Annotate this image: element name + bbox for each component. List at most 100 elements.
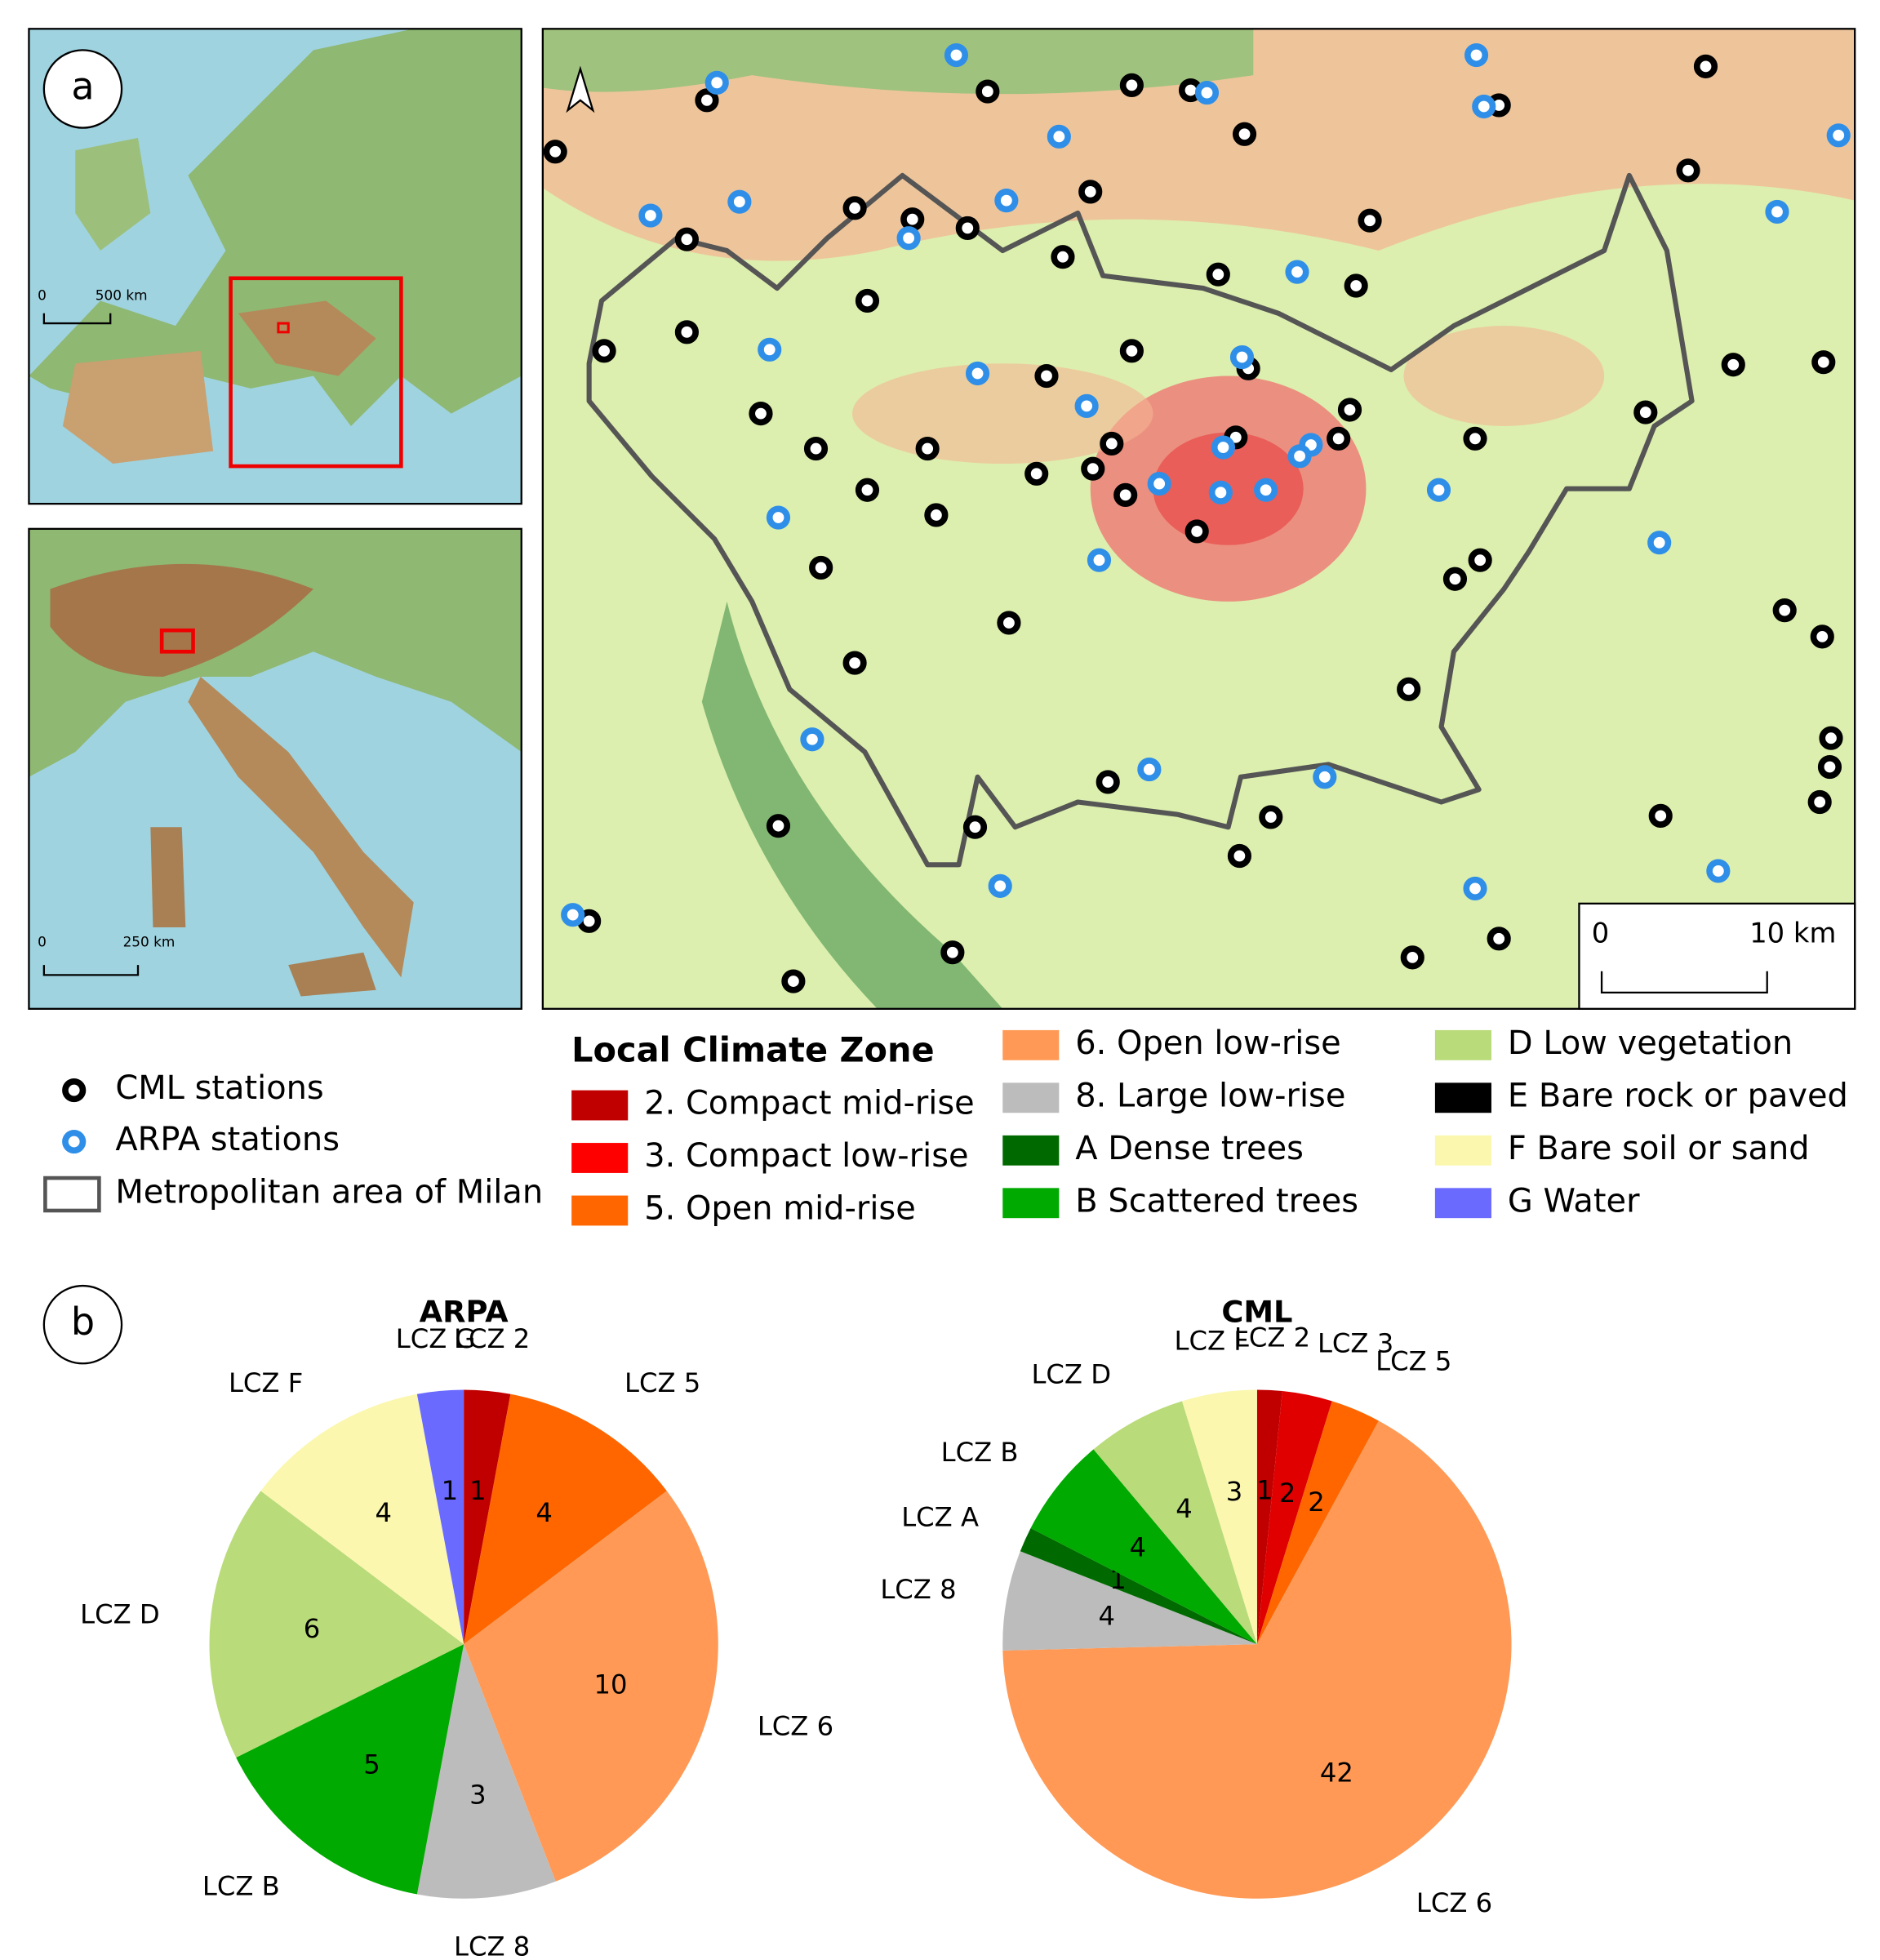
cml-station bbox=[809, 555, 833, 580]
inset-italy bbox=[29, 528, 522, 1009]
arpa-station bbox=[1463, 876, 1487, 901]
cml-station bbox=[900, 207, 925, 232]
slice-label: LCZ 5 bbox=[624, 1367, 700, 1398]
cml-station bbox=[1358, 208, 1382, 233]
arpa-station bbox=[561, 903, 585, 927]
legend-swatch bbox=[1434, 1188, 1491, 1219]
pie-slice bbox=[1020, 1527, 1257, 1645]
cml-station bbox=[781, 969, 806, 993]
cml-station bbox=[1206, 262, 1230, 287]
arpa-station bbox=[1287, 444, 1312, 469]
slice-label: LCZ F bbox=[1175, 1325, 1249, 1356]
legend-label: G Water bbox=[1508, 1182, 1640, 1220]
slice-value: 1 bbox=[469, 1475, 487, 1506]
cml-station bbox=[1693, 54, 1718, 78]
arpa-station bbox=[638, 203, 663, 228]
cml-station bbox=[1232, 122, 1257, 146]
cml-station bbox=[766, 814, 791, 838]
arpa-station bbox=[1826, 123, 1851, 148]
cml-station bbox=[1397, 677, 1421, 701]
arpa-station bbox=[1464, 42, 1489, 68]
arpa-station bbox=[1087, 548, 1112, 572]
cml-station bbox=[915, 437, 940, 461]
legend-swatch bbox=[571, 1090, 629, 1121]
slice-label: LCZ B bbox=[941, 1437, 1019, 1468]
cml-station bbox=[997, 611, 1021, 635]
legend-label: 5. Open mid-rise bbox=[644, 1189, 916, 1227]
cml-station bbox=[1081, 456, 1105, 481]
cml-station bbox=[592, 339, 616, 363]
arpa-station bbox=[988, 873, 1012, 898]
slice-value: 1 bbox=[1256, 1474, 1273, 1505]
slice-value: 4 bbox=[1129, 1532, 1146, 1563]
legend-swatch bbox=[1002, 1029, 1060, 1060]
legend-label: D Low vegetation bbox=[1508, 1024, 1793, 1062]
cml-station bbox=[749, 402, 773, 426]
cml-station bbox=[1051, 245, 1075, 269]
pie-slice bbox=[1002, 1420, 1512, 1899]
cml-station bbox=[543, 140, 567, 164]
pie-slice bbox=[464, 1389, 511, 1645]
legend-label: 3. Compact low-rise bbox=[644, 1137, 968, 1175]
slice-value: 5 bbox=[363, 1749, 380, 1780]
arpa-station bbox=[1229, 344, 1255, 370]
slice-label: LCZ 2 bbox=[1234, 1322, 1310, 1353]
slice-value: 4 bbox=[536, 1497, 553, 1528]
arpa-station bbox=[944, 42, 969, 68]
legend-swatch bbox=[571, 1195, 629, 1226]
legend-title: Local Climate Zone bbox=[571, 1031, 934, 1070]
cml-station bbox=[1810, 624, 1834, 649]
panel-label: a bbox=[71, 64, 94, 108]
pie-slice bbox=[209, 1491, 464, 1758]
slice-value: 10 bbox=[593, 1669, 627, 1700]
legend-marker bbox=[43, 1176, 101, 1213]
arpa-station bbox=[704, 70, 729, 95]
arpa-station bbox=[1147, 471, 1171, 496]
cml-station bbox=[1078, 180, 1103, 204]
slice-label: LCZ 8 bbox=[880, 1574, 956, 1605]
panel-label: b bbox=[71, 1300, 95, 1344]
slice-label: LCZ F bbox=[229, 1367, 303, 1398]
arpa-station bbox=[1211, 435, 1236, 460]
cml-station bbox=[1034, 363, 1059, 389]
scale-label: 0 bbox=[38, 287, 47, 303]
cml-station bbox=[842, 196, 867, 220]
cml-station bbox=[1184, 519, 1209, 544]
scale-label: 10 km bbox=[1749, 918, 1836, 949]
pie-slice bbox=[1256, 1389, 1282, 1645]
cml-station bbox=[1096, 770, 1120, 794]
arpa-station bbox=[1706, 859, 1731, 883]
slice-value: 2 bbox=[1308, 1487, 1325, 1518]
pie-slice bbox=[1256, 1401, 1379, 1645]
scale-label: 250 km bbox=[123, 933, 176, 949]
cml-station bbox=[803, 437, 829, 461]
legend-label: B Scattered trees bbox=[1075, 1182, 1358, 1220]
cml-station bbox=[1344, 273, 1368, 298]
chart-title: CML bbox=[1221, 1294, 1292, 1329]
cml-station bbox=[1113, 482, 1138, 507]
arpa-station bbox=[1208, 480, 1233, 504]
scale-label: 0 bbox=[1592, 918, 1609, 949]
slice-value: 3 bbox=[1226, 1476, 1242, 1507]
cml-station bbox=[1119, 73, 1144, 97]
slice-label: LCZ B bbox=[202, 1871, 280, 1902]
pie-slice bbox=[236, 1644, 464, 1895]
legend-swatch bbox=[1002, 1188, 1060, 1219]
cml-station bbox=[955, 216, 980, 240]
arpa-station bbox=[1194, 81, 1220, 105]
pie-slice bbox=[1093, 1401, 1257, 1645]
cml-station bbox=[940, 940, 965, 965]
cml-station bbox=[1676, 158, 1700, 183]
cml-station bbox=[962, 815, 988, 839]
arpa-station bbox=[758, 337, 782, 362]
cml-station bbox=[855, 478, 880, 502]
scale-label: 500 km bbox=[96, 287, 148, 303]
pie-slice bbox=[1256, 1391, 1332, 1645]
cml-station bbox=[1721, 353, 1745, 377]
cml-station bbox=[1648, 803, 1673, 828]
slice-value: 4 bbox=[1099, 1601, 1115, 1632]
cml-station bbox=[1811, 350, 1836, 375]
slice-value: 4 bbox=[375, 1497, 392, 1528]
slice-label: LCZ 6 bbox=[758, 1710, 833, 1741]
